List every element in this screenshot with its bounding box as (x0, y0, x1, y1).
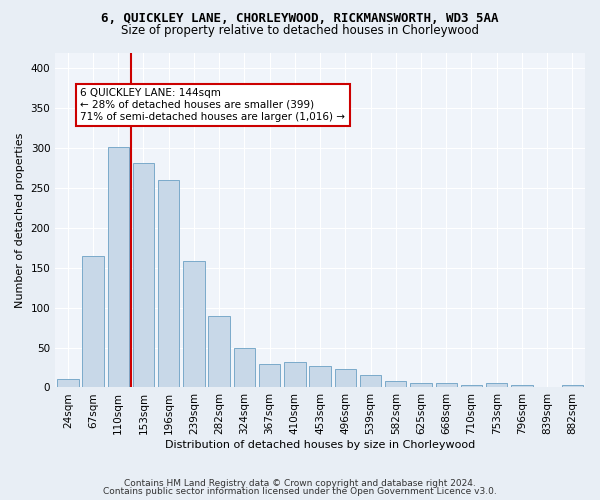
Bar (133, 162, 154, 388)
Text: 6, QUICKLEY LANE, CHORLEYWOOD, RICKMANSWORTH, WD3 5AA: 6, QUICKLEY LANE, CHORLEYWOOD, RICKMANSW… (101, 12, 499, 26)
Bar (385, 381, 406, 388)
Bar (410, 384, 432, 388)
Text: 6 QUICKLEY LANE: 144sqm
← 28% of detached houses are smaller (399)
71% of semi-d: 6 QUICKLEY LANE: 144sqm ← 28% of detache… (80, 88, 346, 122)
Bar (158, 180, 179, 388)
Bar (259, 364, 280, 388)
Bar (511, 385, 533, 388)
Bar (436, 384, 457, 388)
Bar (486, 384, 508, 388)
Bar (183, 262, 205, 388)
Bar (82, 256, 104, 388)
Bar (461, 385, 482, 388)
Bar (208, 316, 230, 388)
Y-axis label: Number of detached properties: Number of detached properties (15, 132, 25, 308)
Bar (57, 380, 79, 388)
Bar (107, 146, 129, 388)
Text: Contains public sector information licensed under the Open Government Licence v3: Contains public sector information licen… (103, 487, 497, 496)
Bar (310, 366, 331, 388)
X-axis label: Distribution of detached houses by size in Chorleywood: Distribution of detached houses by size … (165, 440, 475, 450)
Text: Contains HM Land Registry data © Crown copyright and database right 2024.: Contains HM Land Registry data © Crown c… (124, 478, 476, 488)
Text: Size of property relative to detached houses in Chorleywood: Size of property relative to detached ho… (121, 24, 479, 37)
Bar (360, 376, 381, 388)
Bar (335, 369, 356, 388)
Bar (233, 348, 255, 388)
Bar (562, 385, 583, 388)
Bar (284, 362, 305, 388)
